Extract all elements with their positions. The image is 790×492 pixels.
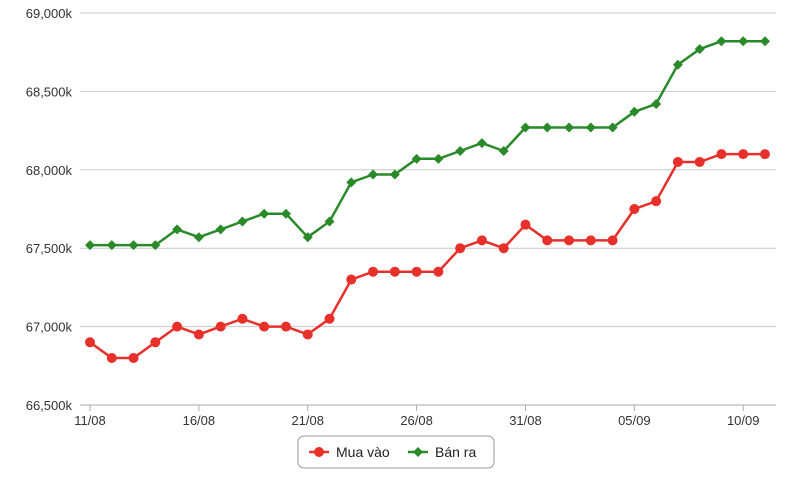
data-point[interactable] [411, 266, 422, 277]
data-point[interactable] [324, 313, 335, 324]
data-point[interactable] [259, 208, 270, 219]
data-point[interactable] [302, 232, 313, 243]
data-point[interactable] [629, 204, 640, 214]
data-point[interactable] [694, 44, 705, 55]
data-point[interactable] [280, 321, 291, 332]
data-point[interactable] [607, 235, 618, 246]
legend-label-mua-vao: Mua vào [336, 444, 390, 460]
x-tick-label: 16/08 [183, 413, 216, 428]
data-point[interactable] [455, 243, 466, 254]
axes: 66,500k 67,000k 67,500k 68,000k 68,500k 69,00… [26, 6, 760, 428]
data-point[interactable] [672, 59, 683, 70]
series-line-mua-vao [89, 152, 765, 360]
data-point[interactable] [128, 352, 139, 363]
legend-marker-ban-ra [413, 447, 423, 457]
data-point[interactable] [324, 216, 335, 227]
data-point[interactable] [520, 122, 531, 133]
x-tick-label: 11/08 [74, 413, 106, 428]
data-point[interactable] [760, 36, 770, 47]
data-point[interactable] [585, 235, 596, 246]
data-point[interactable] [215, 224, 226, 235]
data-point[interactable] [716, 36, 727, 47]
data-point[interactable] [193, 329, 204, 340]
data-point[interactable] [150, 240, 161, 251]
data-point[interactable] [716, 149, 727, 160]
y-tick-label: 68,500k [26, 84, 73, 99]
data-point[interactable] [433, 266, 444, 277]
data-point[interactable] [629, 106, 640, 117]
data-point[interactable] [694, 156, 705, 167]
data-point[interactable] [542, 235, 553, 246]
data-point[interactable] [411, 153, 422, 164]
grid-lines [80, 12, 776, 406]
series-line-ban-ra [90, 39, 765, 247]
data-point[interactable] [85, 337, 95, 348]
data-point[interactable] [738, 149, 749, 160]
data-point[interactable] [172, 224, 183, 235]
data-point[interactable] [389, 266, 400, 277]
data-point[interactable] [389, 169, 400, 180]
data-point[interactable] [564, 122, 575, 133]
x-tick-label: 10/09 [727, 413, 760, 428]
legend-marker-mua-vao [314, 447, 324, 457]
data-point[interactable] [498, 243, 509, 254]
data-point[interactable] [237, 216, 248, 227]
data-point[interactable] [651, 98, 662, 109]
data-point[interactable] [542, 122, 553, 133]
data-point[interactable] [215, 321, 226, 332]
x-tick-label: 31/08 [509, 413, 542, 428]
series-lines [89, 39, 765, 360]
data-point[interactable] [368, 266, 379, 277]
data-point[interactable] [672, 156, 683, 167]
data-point[interactable] [128, 240, 139, 251]
x-tick-label: 26/08 [400, 413, 433, 428]
data-point[interactable] [150, 337, 161, 348]
legend-box [297, 435, 495, 469]
data-point[interactable] [259, 321, 270, 332]
y-tick-label: 66,500k [26, 398, 73, 413]
data-point[interactable] [237, 313, 248, 324]
series-markers [85, 36, 770, 363]
legend: Mua vào Bán ra [297, 435, 495, 469]
data-point[interactable] [280, 208, 291, 219]
data-point[interactable] [760, 149, 770, 160]
data-point[interactable] [651, 196, 662, 207]
data-point[interactable] [564, 235, 575, 246]
data-point[interactable] [433, 153, 444, 164]
data-point[interactable] [738, 36, 749, 47]
data-point[interactable] [476, 138, 487, 149]
data-point[interactable] [193, 232, 204, 243]
data-point[interactable] [106, 240, 117, 251]
x-tick-label: 05/09 [618, 413, 651, 428]
data-point[interactable] [455, 145, 466, 156]
data-point[interactable] [346, 177, 357, 188]
data-point[interactable] [368, 169, 379, 180]
data-point[interactable] [106, 352, 117, 363]
data-point[interactable] [85, 240, 95, 251]
x-tick-label: 21/08 [291, 413, 324, 428]
data-point[interactable] [520, 219, 531, 230]
y-tick-label: 68,000k [26, 163, 73, 178]
y-tick-label: 69,000k [26, 6, 73, 21]
data-point[interactable] [476, 235, 487, 246]
data-point[interactable] [585, 122, 596, 133]
y-tick-label: 67,500k [26, 241, 73, 256]
y-tick-label: 67,000k [26, 320, 73, 335]
data-point[interactable] [302, 329, 313, 340]
data-point[interactable] [498, 145, 509, 156]
data-point[interactable] [346, 274, 357, 285]
data-point[interactable] [172, 321, 183, 332]
data-point[interactable] [607, 122, 618, 133]
legend-label-ban-ra: Bán ra [435, 444, 476, 460]
